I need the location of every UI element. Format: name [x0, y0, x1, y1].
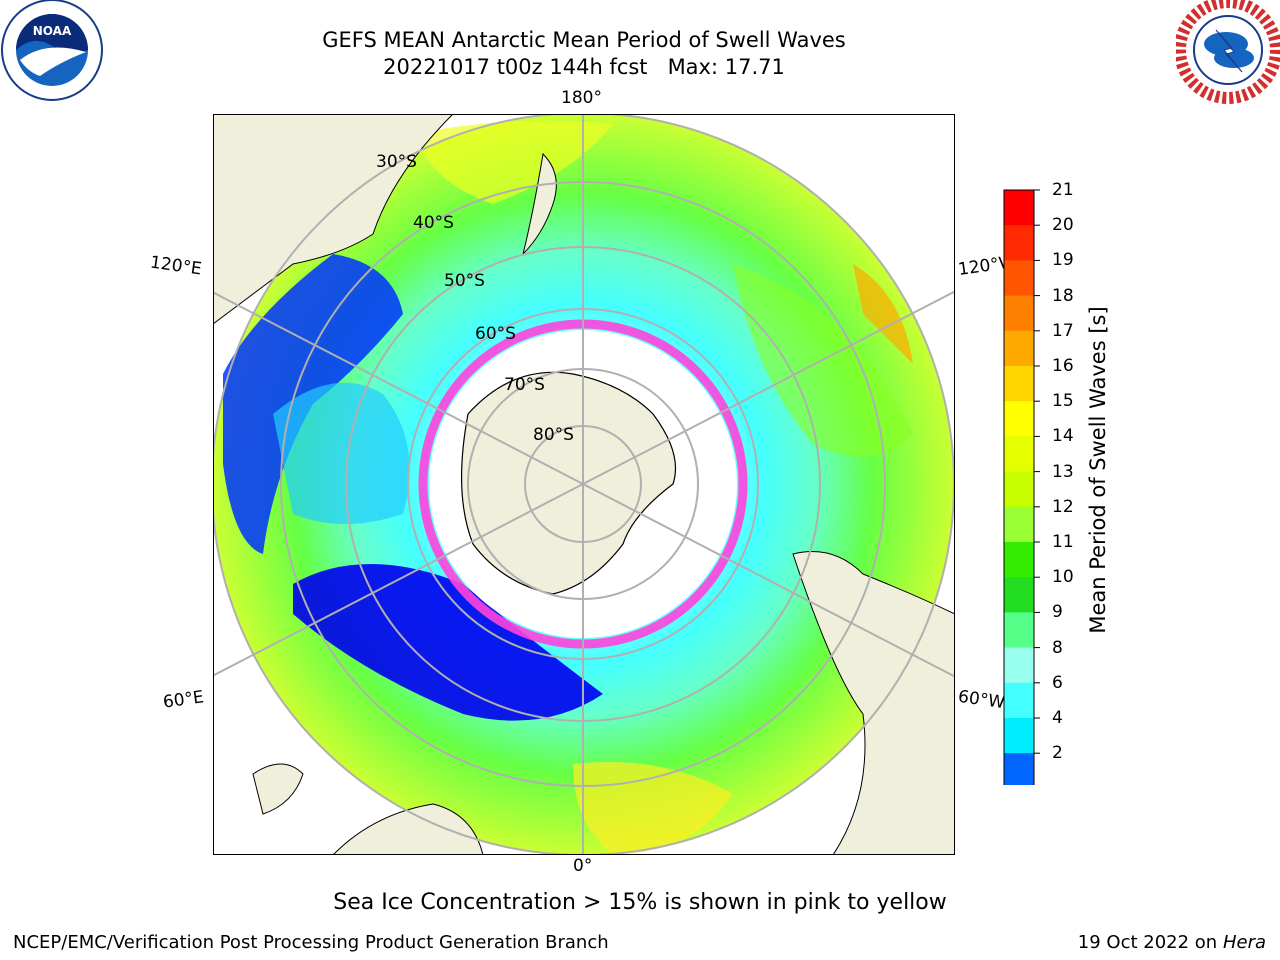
colorbar-tick-label: 2	[1052, 743, 1063, 764]
colorbar-tick-label: 14	[1052, 426, 1074, 447]
antarctica	[460, 371, 677, 595]
lon-label-60e: 60°E	[161, 687, 206, 713]
colorbar-tick-label: 11	[1052, 532, 1074, 552]
colorbar-segment	[1004, 506, 1034, 543]
colorbar-tick-label: 17	[1052, 320, 1074, 341]
colorbar-segment	[1004, 330, 1034, 367]
continent-australia	[332, 803, 484, 855]
colorbar-segment	[1004, 295, 1034, 332]
title-line-2: 20221017 t00z 144h fcst Max: 17.71	[383, 55, 785, 79]
lat-label-60s: 60°S	[475, 324, 516, 344]
svg-text:NOAA: NOAA	[33, 24, 72, 38]
continent-south-america	[792, 551, 955, 855]
swell-patch-blue-south	[293, 564, 603, 721]
colorbar-segment	[1004, 436, 1034, 473]
colorbar-tick-label: 4	[1052, 708, 1063, 728]
title-line-1: GEFS MEAN Antarctic Mean Period of Swell…	[322, 28, 846, 52]
noaa-logo: NOAA	[1, 0, 103, 101]
colorbar-tick-label: 18	[1052, 285, 1074, 306]
colorbar-segment	[1004, 753, 1034, 785]
colorbar-segment	[1004, 682, 1034, 719]
colorbar-segment	[1004, 366, 1034, 402]
colorbar	[1003, 189, 1040, 785]
colorbar-tick-label: 9	[1052, 602, 1063, 623]
colorbar-segment	[1004, 612, 1034, 649]
lat-label-70s: 70°S	[504, 375, 545, 395]
colorbar-tick-label: 20	[1052, 215, 1074, 236]
credit-text: NCEP/EMC/Verification Post Processing Pr…	[13, 932, 609, 953]
colorbar-outline	[1003, 189, 1035, 785]
date-text: 19 Oct 2022 on Hera	[1078, 932, 1266, 953]
lat-label-40s: 40°S	[413, 213, 454, 233]
colorbar-segment	[1004, 718, 1034, 754]
madagascar	[252, 763, 304, 815]
colorbar-tick-label: 10	[1052, 567, 1074, 588]
colorbar-segment	[1004, 260, 1034, 297]
swell-patch-yellow-north	[413, 120, 613, 204]
lon-label-60w: 60°W	[956, 686, 1007, 714]
colorbar-segment	[1004, 401, 1034, 437]
new-zealand	[522, 152, 557, 256]
colorbar-tick-label: 21	[1052, 180, 1074, 200]
swell-patch-orange-east	[853, 264, 913, 364]
lat-label-80s: 80°S	[533, 425, 574, 445]
colorbar-tick-label: 13	[1052, 461, 1074, 482]
lon-label-120e: 120°E	[148, 252, 203, 280]
lon-label-0: 0°	[573, 856, 593, 876]
colorbar-segment	[1004, 471, 1034, 508]
polar-map	[213, 114, 955, 855]
sea-ice-note: Sea Ice Concentration > 15% is shown in …	[333, 890, 947, 915]
colorbar-tick-label: 6	[1052, 672, 1063, 693]
colorbar-segment	[1004, 647, 1034, 684]
colorbar-tick-label: 8	[1052, 637, 1063, 658]
colorbar-tick-label: 16	[1052, 356, 1074, 376]
nws-logo	[1176, 0, 1280, 104]
continent-africa	[213, 114, 454, 325]
lon-label-180: 180°	[561, 88, 602, 108]
colorbar-segment	[1004, 225, 1034, 261]
colorbar-tick-label: 12	[1052, 496, 1074, 517]
colorbar-segment	[1004, 542, 1034, 578]
lat-label-30s: 30°S	[376, 152, 417, 172]
colorbar-segment	[1004, 577, 1034, 613]
lat-label-50s: 50°S	[444, 271, 485, 291]
machine-name: Hera	[1222, 932, 1266, 953]
colorbar-tick-label: 15	[1052, 391, 1074, 412]
date-prefix: 19 Oct 2022 on	[1077, 932, 1223, 953]
colorbar-segment	[1004, 190, 1034, 226]
colorbar-label: Mean Period of Swell Waves [s]	[1086, 306, 1110, 634]
colorbar-tick-label: 19	[1052, 250, 1074, 271]
swell-patch-cyan-west	[273, 382, 410, 524]
